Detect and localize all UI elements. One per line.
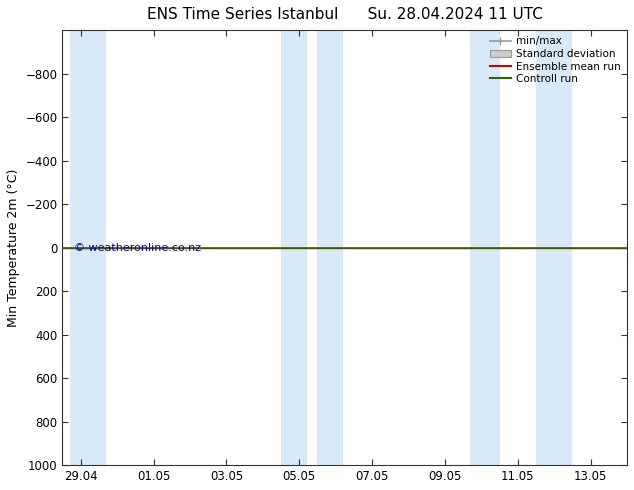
Text: © weatheronline.co.nz: © weatheronline.co.nz: [74, 243, 201, 253]
Y-axis label: Min Temperature 2m (°C): Min Temperature 2m (°C): [7, 169, 20, 327]
Legend: min/max, Standard deviation, Ensemble mean run, Controll run: min/max, Standard deviation, Ensemble me…: [486, 32, 625, 88]
Bar: [536, 30, 573, 465]
Bar: [281, 30, 306, 465]
Bar: [470, 30, 500, 465]
Bar: [318, 30, 343, 465]
Bar: [70, 30, 106, 465]
Title: ENS Time Series Istanbul      Su. 28.04.2024 11 UTC: ENS Time Series Istanbul Su. 28.04.2024 …: [147, 7, 543, 22]
